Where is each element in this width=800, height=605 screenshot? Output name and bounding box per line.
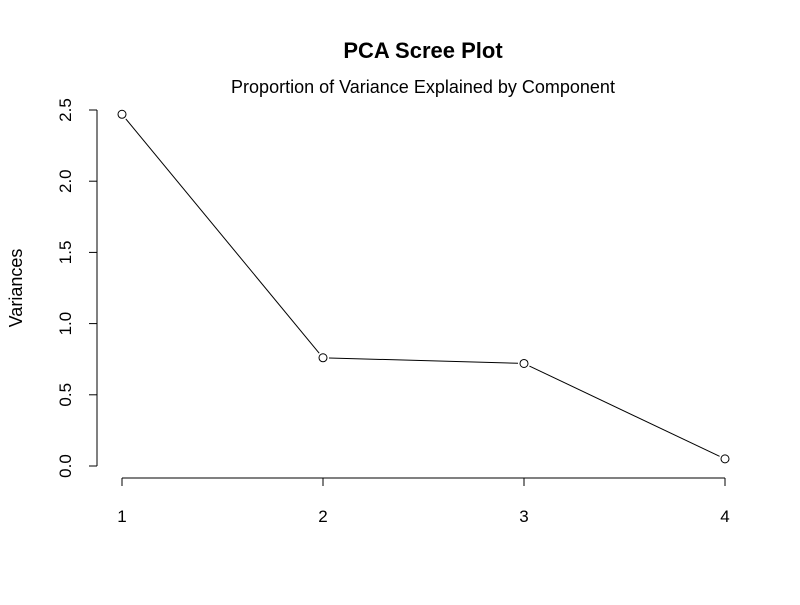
y-tick-label: 1.5 — [56, 241, 75, 265]
data-point — [720, 454, 730, 464]
x-tick-label: 3 — [519, 507, 528, 526]
y-tick-label: 1.0 — [56, 312, 75, 336]
series-line-segment — [328, 357, 519, 364]
y-axis: 0.0 0.5 1.0 1.5 2.0 2.5 — [56, 98, 98, 478]
data-point — [519, 358, 529, 368]
y-tick-label: 2.0 — [56, 169, 75, 193]
x-tick-label: 2 — [318, 507, 327, 526]
chart-subtitle: Proportion of Variance Explained by Comp… — [231, 77, 615, 97]
chart-title: PCA Scree Plot — [343, 38, 503, 63]
x-tick-label: 4 — [720, 507, 729, 526]
y-axis-label: Variances — [6, 249, 26, 328]
y-tick-label: 0.5 — [56, 383, 75, 407]
series-line-segment — [529, 365, 720, 457]
series-lines — [125, 118, 720, 457]
x-axis: 1 2 3 4 — [117, 477, 730, 526]
data-point — [117, 109, 127, 119]
series-points — [117, 109, 730, 464]
y-tick-label: 2.5 — [56, 98, 75, 122]
series-line-segment — [125, 118, 320, 354]
x-tick-label: 1 — [117, 507, 126, 526]
data-point — [318, 353, 328, 363]
y-tick-label: 0.0 — [56, 454, 75, 478]
